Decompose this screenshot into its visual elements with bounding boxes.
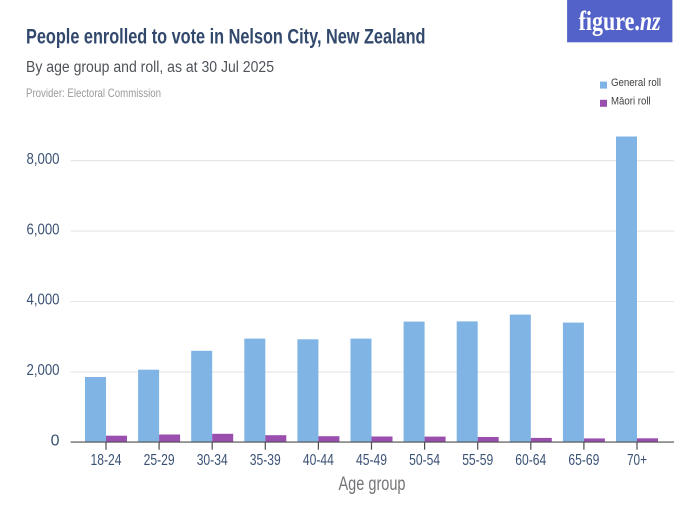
svg-text:45-49: 45-49 [356,452,387,469]
svg-text:25-29: 25-29 [144,452,175,469]
svg-text:4,000: 4,000 [27,292,60,309]
svg-text:figure.nz: figure.nz [579,6,661,36]
svg-text:50-54: 50-54 [409,452,440,469]
svg-text:Māori roll: Māori roll [611,95,651,107]
svg-text:8,000: 8,000 [27,151,60,168]
svg-text:35-39: 35-39 [250,452,281,469]
svg-text:0: 0 [51,432,60,449]
svg-text:70+: 70+ [627,452,647,469]
svg-text:Age group: Age group [339,474,406,495]
svg-text:Provider: Electoral Commission: Provider: Electoral Commission [26,86,161,100]
svg-text:6,000: 6,000 [27,221,60,238]
svg-text:People enrolled to vote in Nel: People enrolled to vote in Nelson City, … [26,25,426,48]
svg-text:By age group and roll, as at 3: By age group and roll, as at 30 Jul 2025 [26,59,274,76]
svg-text:18-24: 18-24 [91,452,122,469]
svg-text:2,000: 2,000 [27,362,60,379]
svg-text:40-44: 40-44 [303,452,334,469]
svg-text:60-64: 60-64 [515,452,546,469]
svg-text:General roll: General roll [611,77,661,89]
svg-text:65-69: 65-69 [568,452,599,469]
svg-text:55-59: 55-59 [462,452,493,469]
svg-text:30-34: 30-34 [197,452,228,469]
